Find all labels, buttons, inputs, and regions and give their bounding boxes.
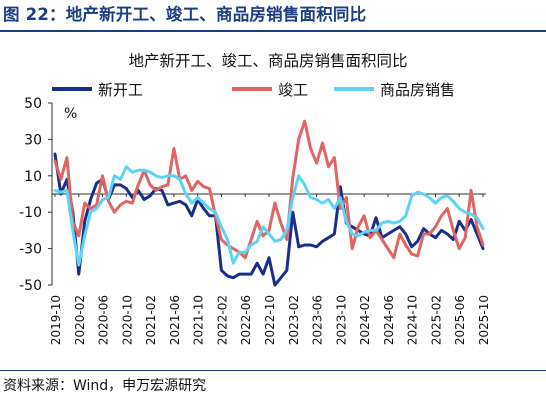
y-axis-unit: % [64, 106, 77, 122]
x-tick-label: 2024-06 [382, 295, 396, 345]
footer-rule [0, 370, 546, 371]
x-tick-label: 2020-02 [73, 295, 87, 345]
x-tick-label: 2023-06 [311, 295, 325, 345]
y-tick-label: -10 [19, 205, 42, 221]
y-tick-label: 10 [24, 169, 42, 185]
x-tick-label: 2021-06 [168, 295, 182, 345]
series-line-3 [53, 165, 485, 267]
series-lines [53, 119, 485, 287]
y-tick-label: 30 [24, 132, 42, 148]
x-axis: 2019-10 2020-02 2020-06 2020-10 2021-02 2021-… [49, 193, 491, 345]
y-tick-label: -50 [19, 278, 42, 294]
y-axis: 50 30 10 -10 -30 -50 [19, 96, 53, 294]
x-tick-label: 2024-10 [406, 295, 420, 345]
chart: 地产新开工、竣工、商品房销售面积同比 新开工 竣工 商品房销售 50 30 10 -10 -… [19, 52, 491, 345]
x-tick-label: 2024-02 [358, 295, 372, 345]
chart-title: 地产新开工、竣工、商品房销售面积同比 [128, 52, 407, 70]
y-tick-label: 50 [24, 96, 42, 112]
series-line-2 [53, 119, 485, 260]
x-tick-label: 2022-06 [239, 295, 253, 345]
legend-label: 竣工 [278, 81, 308, 99]
legend-label: 商品房销售 [380, 81, 455, 99]
x-tick-label: 2025-02 [429, 295, 443, 345]
x-tick-label: 2022-10 [263, 295, 277, 345]
x-tick-label: 2025-10 [477, 295, 491, 345]
x-tick-label: 2021-10 [192, 295, 206, 345]
x-tick-label: 2022-02 [215, 295, 229, 345]
x-tick-label: 2025-06 [453, 295, 467, 345]
figure-title: 图 22：地产新开工、竣工、商品房销售面积同比 [3, 5, 367, 24]
source-note: 资料来源：Wind，申万宏源研究 [3, 378, 207, 394]
x-tick-label: 2020-10 [120, 295, 134, 345]
x-tick-label: 2023-10 [334, 295, 348, 345]
legend: 新开工 竣工 商品房销售 [52, 81, 455, 99]
y-tick-label: -30 [19, 242, 42, 258]
title-rule [0, 30, 546, 32]
x-tick-label: 2021-02 [144, 295, 158, 345]
x-tick-label: 2019-10 [49, 295, 63, 345]
x-tick-label: 2020-06 [97, 295, 111, 345]
legend-label: 新开工 [98, 81, 143, 99]
series-line-1 [53, 152, 485, 287]
x-tick-label: 2023-02 [287, 295, 301, 345]
